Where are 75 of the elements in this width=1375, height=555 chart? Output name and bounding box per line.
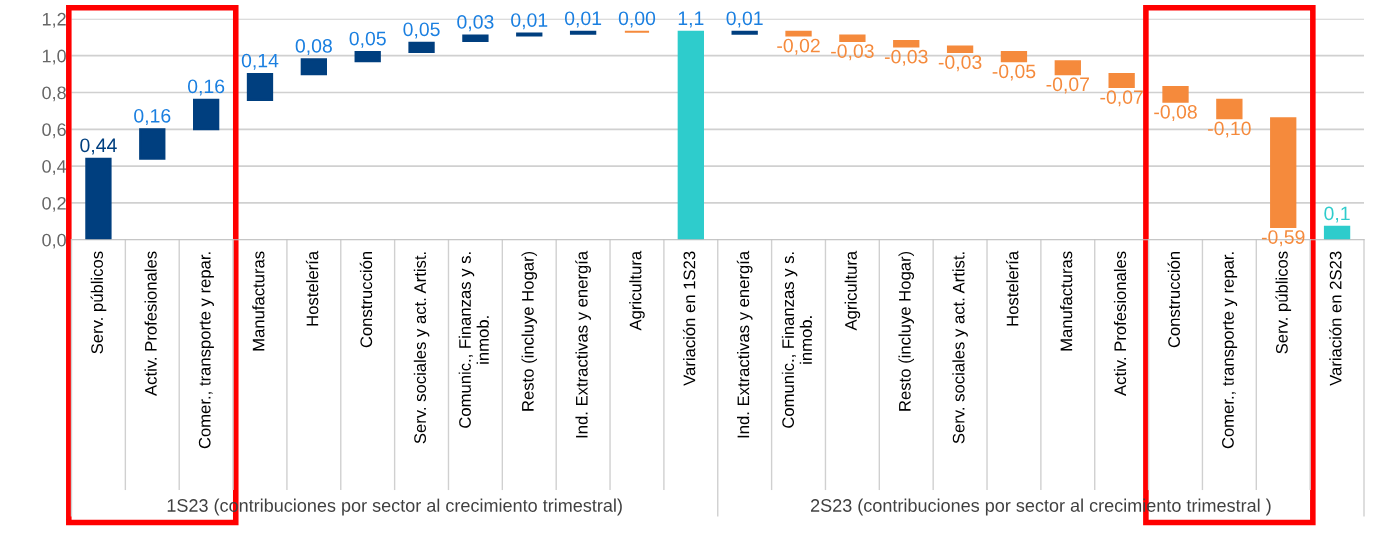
- x-tick-label: Activ. Profesionales: [144, 251, 157, 396]
- bar: [677, 30, 704, 240]
- data-label: -0,03: [884, 49, 928, 66]
- bar: [246, 73, 274, 101]
- data-label: 0,08: [295, 38, 332, 56]
- bar: [785, 30, 812, 37]
- data-label: 1,1: [678, 11, 704, 28]
- x-tick-label: Serv. públicos: [90, 251, 107, 354]
- data-label: 0,05: [349, 31, 386, 48]
- x-tick-label: Resto (incluye Hogar): [898, 251, 915, 411]
- bar: [139, 128, 166, 160]
- bar: [462, 34, 489, 42]
- data-label: 0,1: [1324, 206, 1350, 223]
- data-label: -0,07: [1100, 90, 1143, 107]
- x-tick-label: Construcción: [359, 251, 373, 348]
- x-tick-label: Comunic., Finanzas y s. inmob.: [458, 252, 489, 428]
- bar: [839, 34, 866, 42]
- x-tick-label: Agricultura: [629, 250, 645, 331]
- y-tick-label: 0,2: [42, 196, 66, 212]
- x-tick-label: Construcción: [1167, 251, 1180, 348]
- data-label: 0,00: [618, 11, 656, 28]
- data-label: -0,03: [831, 44, 874, 61]
- data-label: 0,01: [564, 11, 602, 28]
- x-tick-label: Serv. sociales y act. Artist.: [413, 252, 430, 444]
- data-label: -0,03: [938, 55, 982, 72]
- x-tick-label: Hostelería: [1005, 250, 1019, 326]
- data-label: 0,05: [403, 22, 440, 39]
- x-tick-label: Variación en 2S23: [1329, 251, 1342, 386]
- data-label: 0,16: [187, 79, 225, 96]
- x-tick-label: Resto (incluye Hogar): [521, 251, 538, 411]
- bar: [1108, 73, 1135, 89]
- y-tick-label: 0,8: [42, 86, 66, 102]
- data-label: -0,05: [992, 64, 1036, 81]
- bar: [354, 50, 381, 63]
- data-label: -0,59: [1261, 230, 1305, 247]
- bar: [893, 39, 920, 48]
- x-tick-label: Serv. sociales y act. Artist.: [952, 252, 968, 444]
- x-tick-label: Comer., transporte y repar.: [1222, 252, 1238, 449]
- x-tick-label: Ind. Extractivas y energía: [736, 250, 753, 438]
- x-tick-label: Serv. públicos: [1275, 251, 1292, 354]
- bar: [300, 58, 327, 76]
- x-tick-label: Manufacturas: [252, 251, 265, 351]
- y-tick-label: 0,4: [42, 160, 67, 175]
- x-tick-label: Manufacturas: [1060, 251, 1073, 351]
- bar: [1000, 50, 1028, 63]
- bar: [192, 98, 220, 131]
- x-tick-label: Hostelería: [305, 250, 319, 326]
- data-label: 0,01: [511, 13, 548, 30]
- data-label: 0,01: [726, 11, 763, 28]
- data-label: -0,08: [1154, 104, 1197, 122]
- y-tick-label: 1,2: [42, 12, 66, 28]
- y-tick-label: 0,0: [42, 233, 66, 249]
- data-label: 0,44: [80, 138, 117, 155]
- bar: [1054, 60, 1081, 76]
- data-label: 0,16: [134, 108, 171, 126]
- x-tick-label: Ind. Extractivas y energía: [575, 250, 591, 438]
- x-tick-label: Agricultura: [844, 250, 861, 331]
- data-label: 0,03: [457, 15, 494, 32]
- data-label: 0,14: [241, 53, 279, 70]
- x-tick-label: Comunic., Finanzas y s. inmob.: [781, 252, 812, 428]
- x-tick-label: Variación en 1S23: [682, 251, 696, 386]
- x-tick-label: Activ. Profesionales: [1113, 251, 1127, 396]
- bar: [1216, 98, 1243, 120]
- y-tick-label: 0,6: [42, 123, 66, 139]
- bar: [1162, 85, 1189, 103]
- data-label: -0,10: [1208, 121, 1251, 138]
- bar: [1323, 225, 1351, 240]
- bar: [408, 41, 435, 54]
- bar: [85, 157, 112, 240]
- data-label: -0,02: [777, 38, 820, 55]
- y-tick-label: 1,0: [42, 49, 66, 65]
- data-label: -0,07: [1046, 77, 1089, 94]
- bar: [1270, 117, 1297, 228]
- bar: [946, 45, 974, 54]
- x-tick-label: Comer., transporte y repar.: [198, 252, 214, 449]
